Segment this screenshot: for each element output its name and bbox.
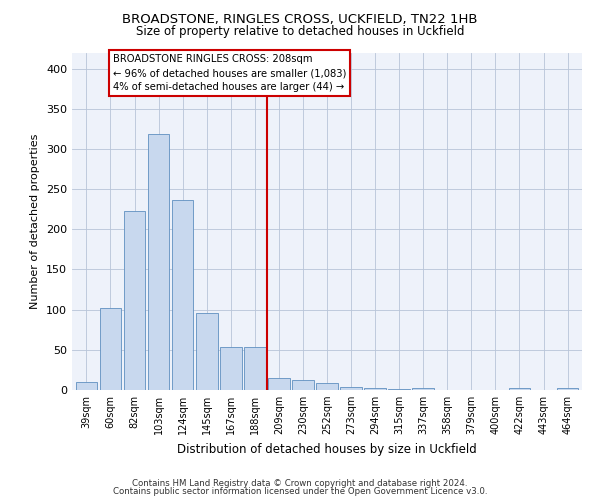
Bar	[557, 388, 578, 390]
Bar	[364, 388, 386, 390]
Text: BROADSTONE RINGLES CROSS: 208sqm
← 96% of detached houses are smaller (1,083)
4%: BROADSTONE RINGLES CROSS: 208sqm ← 96% o…	[113, 54, 346, 92]
Text: Size of property relative to detached houses in Uckfield: Size of property relative to detached ho…	[136, 25, 464, 38]
Bar	[292, 380, 314, 390]
X-axis label: Distribution of detached houses by size in Uckfield: Distribution of detached houses by size …	[177, 442, 477, 456]
Y-axis label: Number of detached properties: Number of detached properties	[31, 134, 40, 309]
Bar	[388, 389, 410, 390]
Bar	[196, 313, 218, 390]
Bar	[100, 308, 121, 390]
Bar	[268, 378, 290, 390]
Bar	[172, 200, 193, 390]
Bar	[124, 211, 145, 390]
Text: Contains HM Land Registry data © Crown copyright and database right 2024.: Contains HM Land Registry data © Crown c…	[132, 478, 468, 488]
Bar	[509, 388, 530, 390]
Text: BROADSTONE, RINGLES CROSS, UCKFIELD, TN22 1HB: BROADSTONE, RINGLES CROSS, UCKFIELD, TN2…	[122, 12, 478, 26]
Bar	[340, 387, 362, 390]
Bar	[412, 388, 434, 390]
Bar	[220, 346, 242, 390]
Bar	[148, 134, 169, 390]
Bar	[316, 383, 338, 390]
Bar	[244, 346, 266, 390]
Bar	[76, 382, 97, 390]
Text: Contains public sector information licensed under the Open Government Licence v3: Contains public sector information licen…	[113, 487, 487, 496]
